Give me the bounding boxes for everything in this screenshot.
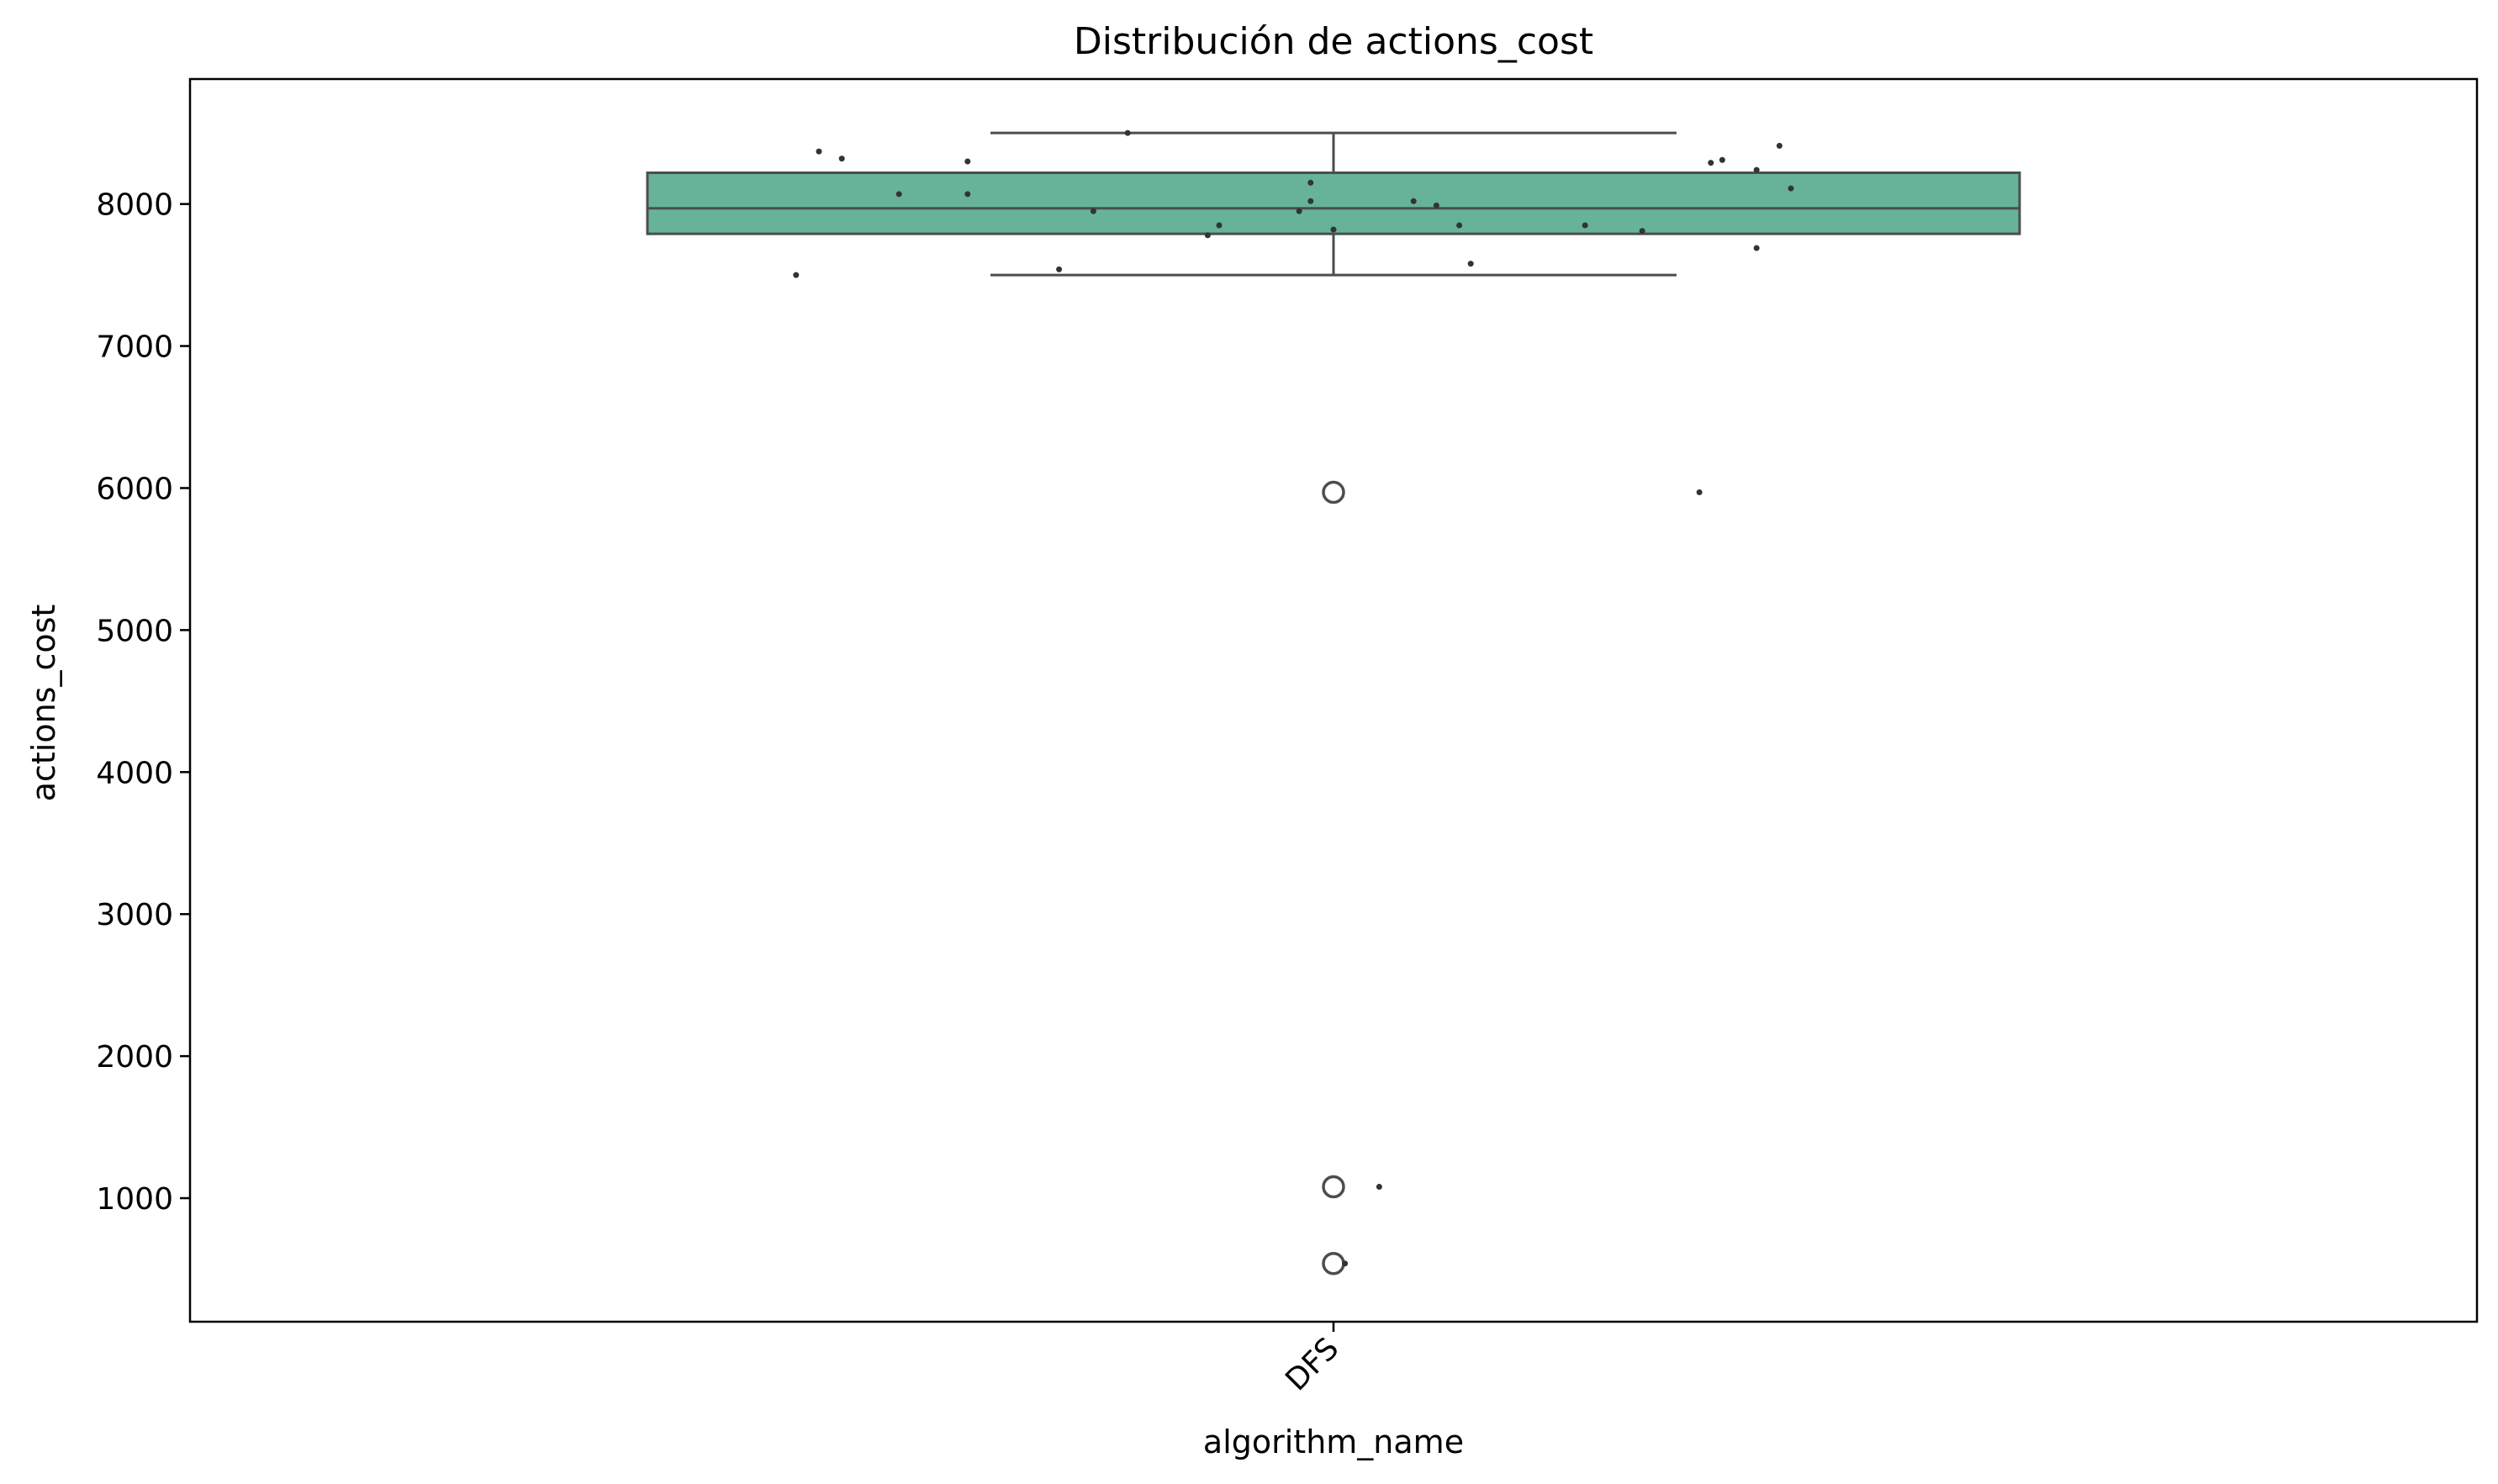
data-point xyxy=(1788,185,1794,192)
data-point xyxy=(1307,198,1314,204)
y-tick-label: 6000 xyxy=(96,472,173,506)
data-point xyxy=(1376,1184,1382,1191)
data-point xyxy=(1330,226,1337,233)
y-tick-label: 7000 xyxy=(96,330,173,365)
data-point xyxy=(1307,179,1314,186)
data-point xyxy=(1696,489,1703,496)
y-tick-label: 4000 xyxy=(96,756,173,790)
outlier-marker xyxy=(1322,480,1345,504)
data-point xyxy=(1090,208,1096,214)
data-point xyxy=(964,191,971,198)
data-point xyxy=(1342,1260,1349,1267)
y-tick-label: 1000 xyxy=(96,1182,173,1217)
data-point xyxy=(1719,156,1725,163)
data-point xyxy=(838,156,845,162)
data-point xyxy=(1776,142,1782,149)
y-tick-label: 8000 xyxy=(96,188,173,223)
data-point xyxy=(1124,129,1131,136)
data-point xyxy=(895,191,902,198)
y-axis-label: actions_cost xyxy=(25,605,62,802)
plot-area xyxy=(646,129,2021,1275)
data-point xyxy=(1433,202,1439,209)
y-tick-label: 5000 xyxy=(96,614,173,648)
data-point xyxy=(1296,208,1302,214)
x-axis: DFS xyxy=(1279,1322,1345,1397)
data-point xyxy=(964,158,971,165)
iqr-box xyxy=(646,171,2021,235)
data-point xyxy=(1467,261,1474,267)
data-point xyxy=(816,148,822,155)
data-point xyxy=(1204,232,1211,239)
data-point xyxy=(1639,228,1645,235)
data-point xyxy=(1753,166,1760,173)
data-point xyxy=(1582,222,1588,229)
data-point xyxy=(1708,160,1714,166)
outlier-marker xyxy=(1322,1251,1345,1275)
x-axis-label: algorithm_name xyxy=(1203,1423,1464,1460)
data-point xyxy=(1410,198,1417,204)
data-point xyxy=(793,272,800,278)
chart-title: Distribución de actions_cost xyxy=(1074,20,1593,63)
data-point xyxy=(1216,222,1223,229)
y-tick-label: 3000 xyxy=(96,898,173,932)
data-point xyxy=(1456,222,1463,229)
y-tick-label: 2000 xyxy=(96,1040,173,1075)
data-point xyxy=(1753,245,1760,251)
x-tick-label: DFS xyxy=(1279,1331,1345,1397)
y-axis: 1000 2000 3000 4000 5000 6000 7000 8000 xyxy=(96,188,190,1217)
data-point xyxy=(1056,266,1063,272)
outlier-marker xyxy=(1322,1175,1345,1199)
